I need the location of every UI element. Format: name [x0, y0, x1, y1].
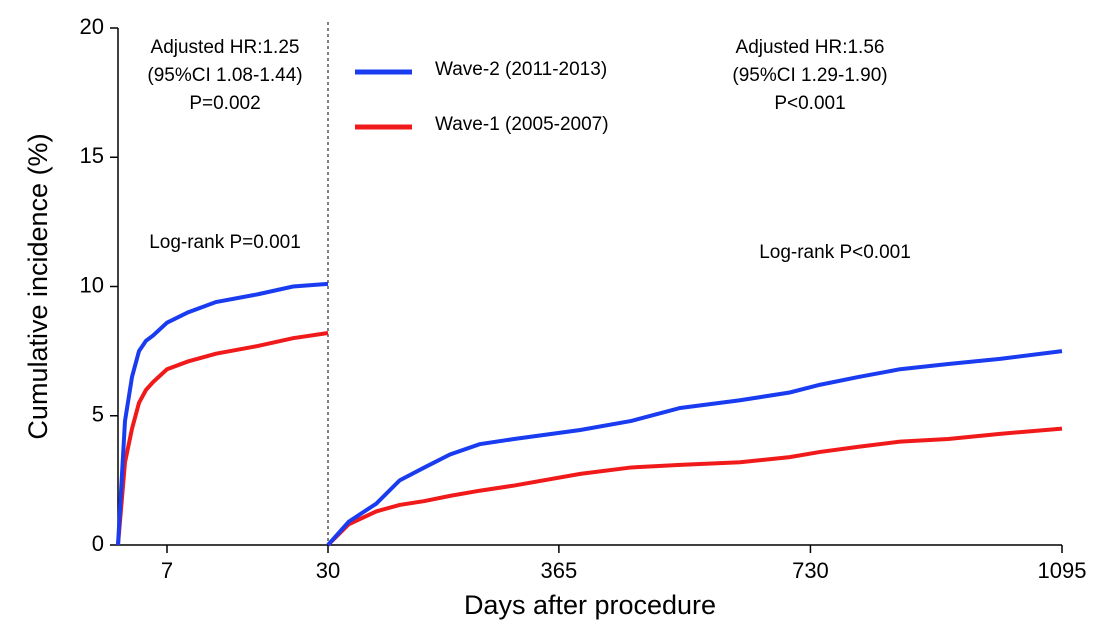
legend-label: Wave-1 (2005-2007): [435, 114, 609, 135]
x-tick-label: 1095: [1038, 558, 1087, 583]
y-tick-label: 0: [92, 531, 104, 556]
series-line: [116, 331, 329, 546]
annotation: P<0.001: [774, 93, 845, 114]
y-tick-label: 15: [80, 143, 104, 168]
x-tick-label: 30: [316, 558, 340, 583]
legend-label: Wave-2 (2011-2013): [435, 59, 607, 80]
annotation: Adjusted HR:1.25: [151, 37, 300, 58]
annotation: Log-rank P<0.001: [759, 242, 911, 263]
y-tick-label: 10: [80, 272, 104, 297]
annotation: Adjusted HR:1.56: [736, 37, 885, 58]
annotation: (95%CI 1.29-1.90): [732, 65, 887, 86]
x-tick-label: 365: [541, 558, 578, 583]
annotation: (95%CI 1.08-1.44): [147, 65, 302, 86]
series-line: [326, 426, 1063, 547]
y-tick-label: 5: [92, 402, 104, 427]
annotation: P=0.002: [189, 93, 260, 114]
series-line: [116, 281, 329, 546]
series-line: [326, 349, 1063, 547]
annotation: Log-rank P=0.001: [149, 232, 301, 253]
y-tick-label: 20: [80, 14, 104, 39]
x-tick-label: 7: [161, 558, 173, 583]
x-axis-label: Days after procedure: [464, 590, 716, 620]
y-axis-label: Cumulative incidence (%): [23, 133, 53, 439]
x-tick-label: 730: [792, 558, 829, 583]
